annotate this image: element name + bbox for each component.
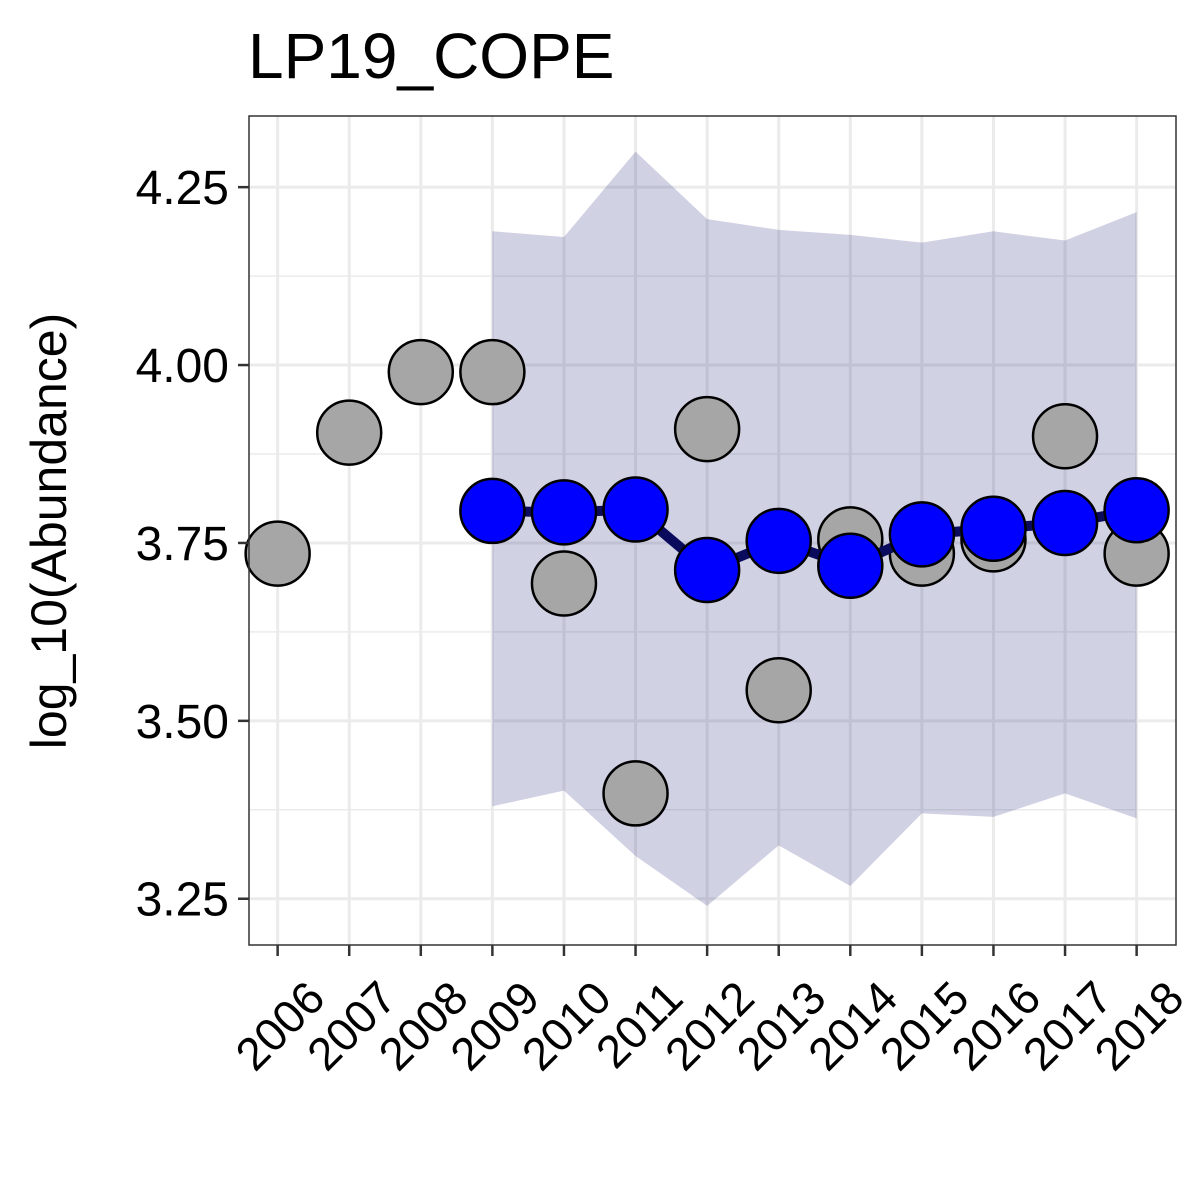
chart-title: LP19_COPE	[248, 20, 614, 92]
y-tick-label: 3.25	[136, 874, 229, 927]
y-tick-label: 4.00	[136, 340, 229, 393]
fitted-point-2009	[459, 477, 526, 545]
observed-point-2012	[673, 395, 741, 463]
fitted-point-2012	[673, 536, 741, 604]
fitted-point-2017	[1031, 489, 1099, 557]
fitted-point-2011	[602, 476, 669, 543]
observed-point-2007	[315, 399, 383, 466]
observed-point-2017	[1031, 402, 1099, 470]
y-tick-label: 3.50	[136, 696, 229, 749]
fitted-point-2013	[745, 507, 812, 575]
observed-point-2006	[244, 520, 311, 587]
fitted-point-2010	[530, 479, 598, 546]
observed-point-2008	[387, 338, 455, 406]
fitted-series	[459, 476, 1170, 604]
observed-point-2013	[745, 657, 812, 724]
observed-point-2010	[530, 550, 598, 617]
fitted-point-2018	[1103, 476, 1170, 544]
y-axis-label: log_10(Abundance)	[21, 313, 77, 749]
fitted-point-2015	[888, 501, 956, 568]
fitted-line	[492, 504, 1138, 575]
observed-point-2009	[459, 338, 526, 406]
y-tick-label: 3.75	[136, 518, 229, 571]
plot-panel-border	[248, 115, 1177, 946]
observed-point-2011	[602, 760, 669, 827]
fitted-point-2016	[960, 495, 1027, 562]
fitted-point-2014	[817, 532, 884, 599]
y-tick-label: 4.25	[136, 162, 229, 215]
band-area	[492, 151, 1137, 906]
confidence-band	[492, 151, 1137, 906]
